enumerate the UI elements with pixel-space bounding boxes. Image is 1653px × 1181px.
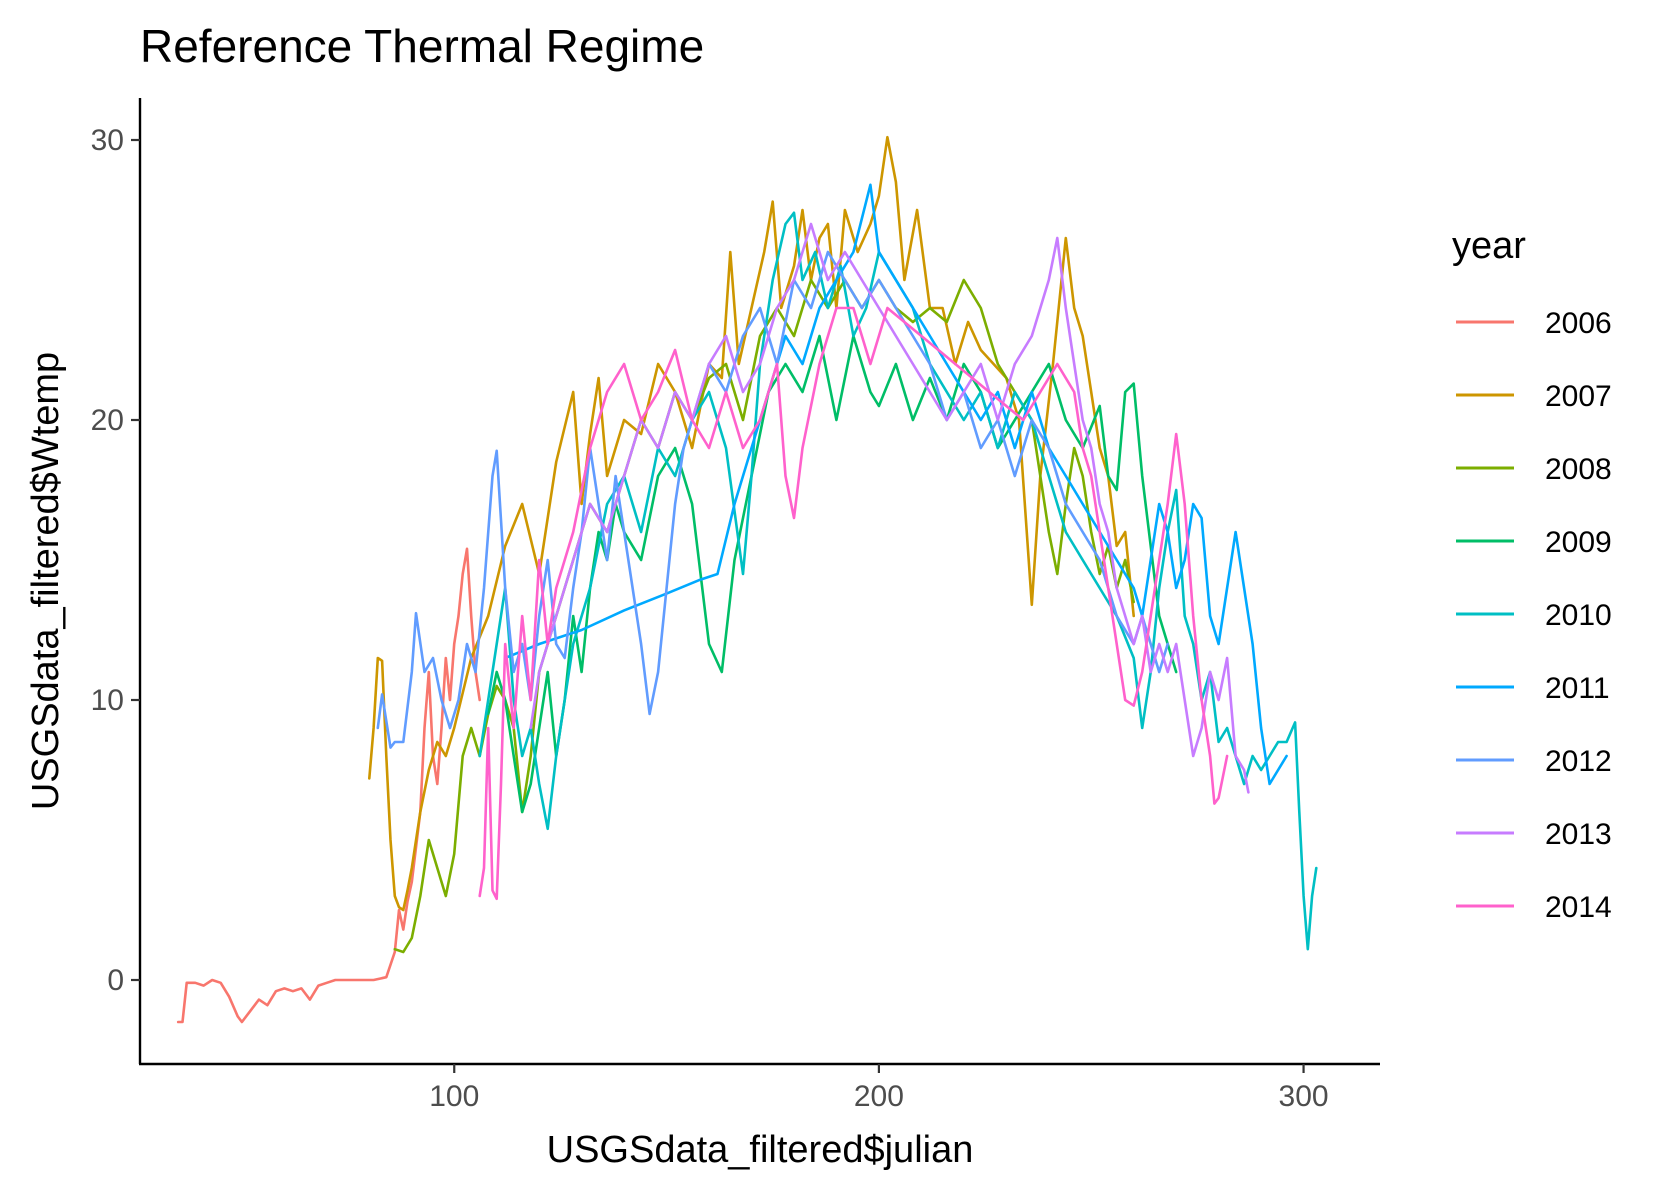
legend-label-2007: 2007 <box>1545 380 1612 413</box>
series-line-2009 <box>486 334 1178 814</box>
legend-label-2014: 2014 <box>1545 891 1612 924</box>
x-tick-label: 300 <box>1279 1080 1329 1113</box>
y-tick-label: 0 <box>107 964 124 997</box>
x-axis-ticks: 100 200 300 <box>429 1064 1329 1113</box>
series-line-2007 <box>367 135 1135 912</box>
x-axis-title: USGSdata_filtered$julian <box>547 1129 974 1171</box>
x-tick-label: 200 <box>854 1080 904 1113</box>
series-group <box>176 135 1318 1024</box>
legend-label-2009: 2009 <box>1545 526 1612 559</box>
legend-label-2008: 2008 <box>1545 453 1612 486</box>
y-tick-label: 30 <box>91 124 124 157</box>
series-line-2012 <box>376 250 1169 749</box>
legend-label-2013: 2013 <box>1545 818 1612 851</box>
x-tick-label: 100 <box>429 1080 479 1113</box>
legend-items: 2006 2007 2008 2009 2010 2011 2012 2013 2014 <box>1456 307 1612 924</box>
legend-label-2006: 2006 <box>1545 307 1612 340</box>
y-tick-label: 20 <box>91 404 124 437</box>
series-line-2006 <box>176 547 482 1024</box>
y-tick-label: 10 <box>91 684 124 717</box>
legend: year 2006 2007 2008 2009 2010 2011 2012 2013 201… <box>1452 225 1612 924</box>
series-line-2008 <box>393 278 1135 954</box>
series-line-2014 <box>478 306 1229 901</box>
legend-label-2012: 2012 <box>1545 745 1612 778</box>
legend-label-2010: 2010 <box>1545 599 1612 632</box>
chart-title: Reference Thermal Regime <box>140 20 704 72</box>
legend-label-2011: 2011 <box>1545 672 1610 705</box>
plot-panel: 100 200 300 0 10 20 30 <box>91 98 1380 1113</box>
y-axis-ticks: 0 10 20 30 <box>91 124 140 997</box>
legend-title: year <box>1452 225 1526 267</box>
y-axis-title: USGSdata_filtered$Wtemp <box>25 352 67 810</box>
